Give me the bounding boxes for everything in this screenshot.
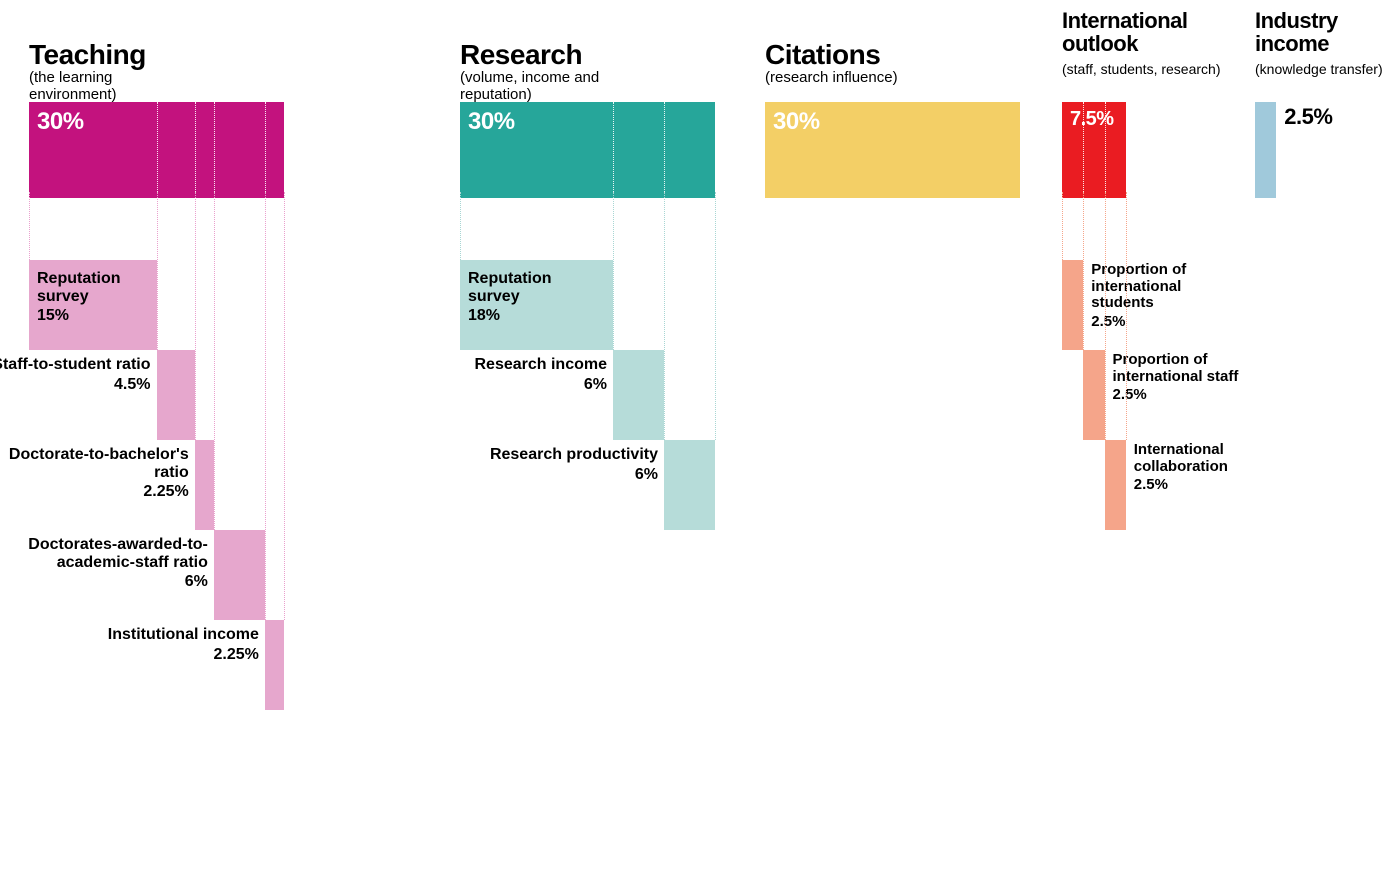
category-title-research: Research: [460, 40, 582, 69]
sub-name: International collaboration: [1134, 442, 1264, 475]
dropline: [265, 192, 266, 620]
category-title-citations: Citations: [765, 40, 880, 69]
sub-percent: 2.25%: [79, 646, 259, 664]
bar-divider: [664, 102, 665, 198]
sub-label-research-1: Research income 6%: [427, 356, 607, 393]
main-bar-label-citations: 30%: [773, 108, 820, 136]
sub-percent: 2.5%: [1134, 477, 1264, 494]
category-title-international: International outlook: [1062, 9, 1242, 55]
dropline: [29, 192, 30, 260]
dropline: [1062, 192, 1063, 260]
dropline: [195, 192, 196, 440]
bar-divider: [214, 102, 215, 198]
sub-label-research-2: Research productivity 6%: [478, 446, 658, 483]
sub-name: Reputation survey: [37, 270, 147, 305]
sub-label-teaching-1: Staff-to-student ratio 4.5%: [0, 356, 151, 393]
sub-block-research-2: [664, 440, 715, 530]
sub-label-teaching-4: Institutional income 2.25%: [79, 626, 259, 663]
sub-name: Staff-to-student ratio: [0, 356, 151, 374]
category-title-industry: Industry income: [1255, 9, 1400, 55]
sub-name: Proportion of international staff: [1113, 352, 1243, 385]
sub-block-international-2: [1105, 440, 1126, 530]
dropline: [284, 192, 285, 620]
sub-percent: 6%: [427, 376, 607, 394]
category-subtitle-teaching: (the learning environment): [29, 70, 189, 103]
main-bar-citations: 30%: [765, 102, 1020, 198]
bar-divider: [613, 102, 614, 198]
sub-percent: 4.5%: [0, 376, 151, 394]
main-bar-label-industry: 2.5%: [1284, 104, 1332, 130]
sub-percent: 2.25%: [9, 483, 189, 501]
sub-percent: 18%: [468, 307, 605, 325]
sub-percent: 6%: [478, 466, 658, 484]
bar-divider: [195, 102, 196, 198]
sub-block-international-1: [1083, 350, 1104, 440]
methodology-chart: Teaching(the learning environment) 30% Rep…: [0, 0, 1400, 894]
main-bar-industry: [1255, 102, 1276, 198]
sub-name: Research productivity: [478, 446, 658, 464]
sub-name: Doctorates-awarded-to-academic-staff rat…: [28, 536, 208, 571]
dropline: [1105, 192, 1106, 440]
sub-name: Research income: [427, 356, 607, 374]
sub-label-teaching-0: Reputation survey 15%: [37, 270, 149, 325]
sub-label-research-0: Reputation survey 18%: [468, 270, 605, 325]
sub-label-international-2: International collaboration 2.5%: [1134, 442, 1264, 494]
bar-divider: [1083, 102, 1084, 198]
sub-name: Doctorate-to-bachelor's ratio: [9, 446, 189, 481]
category-subtitle-international: (staff, students, research): [1062, 62, 1220, 77]
main-bar-label-research: 30%: [468, 108, 515, 136]
main-bar-international: 7.5%: [1062, 102, 1126, 198]
main-bar-label-teaching: 30%: [37, 108, 84, 136]
sub-block-teaching-3: [214, 530, 265, 620]
dropline: [1083, 192, 1084, 350]
dropline: [460, 192, 461, 260]
dropline: [715, 192, 716, 440]
dropline: [664, 192, 665, 440]
main-bar-label-international: 7.5%: [1070, 108, 1114, 131]
category-title-teaching: Teaching: [29, 40, 146, 69]
dropline: [157, 192, 158, 350]
dropline: [1126, 192, 1127, 440]
sub-name: Institutional income: [79, 626, 259, 644]
sub-name: Reputation survey: [468, 270, 578, 305]
sub-block-international-0: [1062, 260, 1083, 350]
bar-divider: [157, 102, 158, 198]
sub-percent: 15%: [37, 307, 149, 325]
bar-divider: [1105, 102, 1106, 198]
category-subtitle-industry: (knowledge transfer): [1255, 62, 1383, 77]
sub-block-teaching-1: [157, 350, 195, 440]
sub-block-research-1: [613, 350, 664, 440]
sub-label-international-0: Proportion of international students 2.5%: [1091, 262, 1221, 330]
sub-percent: 2.5%: [1091, 314, 1221, 331]
bar-divider: [265, 102, 266, 198]
dropline: [613, 192, 614, 350]
main-bar-teaching: 30%: [29, 102, 284, 198]
sub-block-teaching-2: [195, 440, 214, 530]
dropline: [214, 192, 215, 530]
sub-percent: 6%: [28, 573, 208, 591]
category-subtitle-research: (volume, income and reputation): [460, 70, 620, 103]
sub-name: Proportion of international students: [1091, 262, 1221, 312]
sub-label-teaching-2: Doctorate-to-bachelor's ratio 2.25%: [9, 446, 189, 501]
sub-label-teaching-3: Doctorates-awarded-to-academic-staff rat…: [28, 536, 208, 591]
sub-block-teaching-4: [265, 620, 284, 710]
category-subtitle-citations: (research influence): [765, 70, 898, 87]
main-bar-research: 30%: [460, 102, 715, 198]
sub-percent: 2.5%: [1113, 387, 1243, 404]
sub-label-international-1: Proportion of international staff 2.5%: [1113, 352, 1243, 404]
